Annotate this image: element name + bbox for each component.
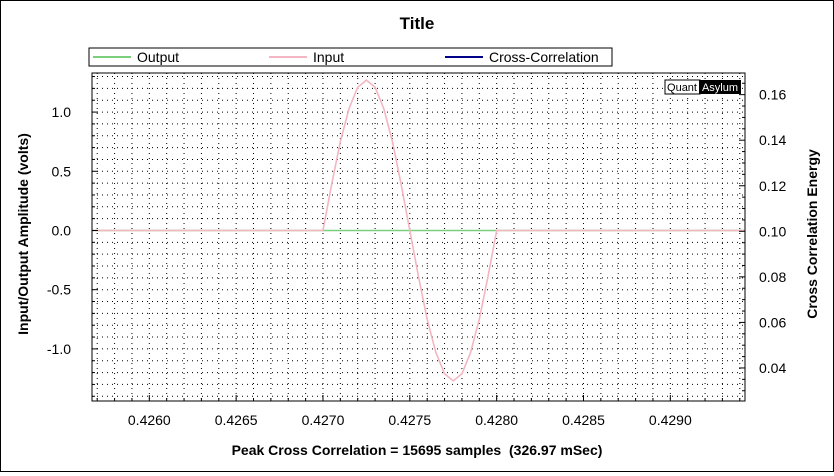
- y2-tick-label: 0.14: [759, 132, 786, 148]
- y2-tick-label: 0.04: [759, 360, 786, 376]
- y2-tick-label: 0.12: [759, 178, 786, 194]
- legend-label-output: Output: [137, 49, 179, 65]
- ticks: 0.4260 0.4265 0.4270 0.4275 0.4280 0.4285 0.42…: [47, 76, 786, 428]
- chart-title: Title: [400, 14, 435, 33]
- y-tick-label: 0.0: [52, 222, 72, 238]
- x-tick-label: 0.4280: [475, 412, 518, 428]
- series-layer: [92, 79, 745, 382]
- x-tick-label: 0.4285: [562, 412, 605, 428]
- y2-axis-label: Cross Correlation Energy: [804, 149, 820, 319]
- plot-border: [91, 72, 746, 402]
- series-input-line: [92, 79, 745, 382]
- legend: Output Input Cross-Correlation: [88, 47, 613, 67]
- logo-right-box: [699, 80, 741, 94]
- x-tick-label: 0.4260: [128, 412, 171, 428]
- x-tick-label: 0.4265: [215, 412, 258, 428]
- legend-label-input: Input: [313, 49, 344, 65]
- y-axis-label: Input/Output Amplitude (volts): [15, 133, 31, 335]
- quantasylum-logo: Quant Asylum: [664, 79, 741, 95]
- legend-label-cross-correlation: Cross-Correlation: [489, 49, 599, 65]
- plot-area: 0.4260 0.4265 0.4270 0.4275 0.4280 0.4285 0.42…: [47, 72, 786, 428]
- logo-right-text: Asylum: [702, 82, 738, 94]
- y-tick-label: 1.0: [52, 104, 72, 120]
- y-tick-label: -0.5: [47, 282, 71, 298]
- y2-tick-label: 0.08: [759, 269, 786, 285]
- logo-left-text: Quant: [667, 82, 697, 94]
- y-tick-label: 0.5: [52, 163, 72, 179]
- x-tick-label: 0.4275: [388, 412, 431, 428]
- y2-tick-label: 0.16: [759, 87, 786, 103]
- legend-box: [88, 47, 613, 67]
- y2-tick-label: 0.10: [759, 223, 786, 239]
- x-tick-label: 0.4290: [649, 412, 692, 428]
- y2-tick-label: 0.06: [759, 314, 786, 330]
- plot-background: [92, 73, 745, 401]
- y-tick-label: -1.0: [47, 341, 71, 357]
- x-tick-label: 0.4270: [302, 412, 345, 428]
- x-axis-label: Peak Cross Correlation = 15695 samples (…: [232, 442, 603, 458]
